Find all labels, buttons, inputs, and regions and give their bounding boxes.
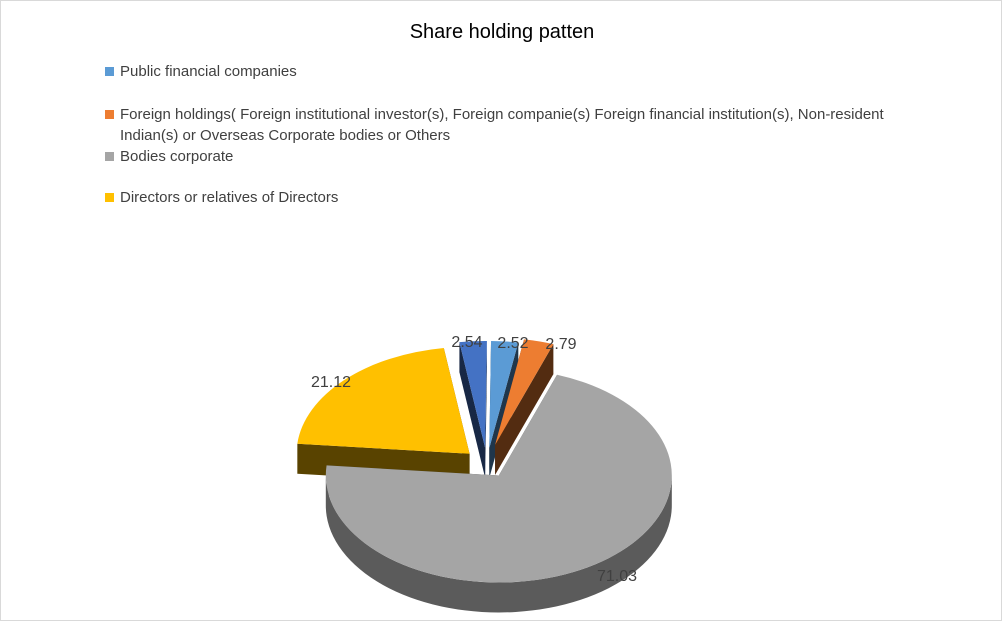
pie-slice-group xyxy=(325,374,672,613)
legend-label: Bodies corporate xyxy=(120,148,234,165)
pie-slice-group xyxy=(495,339,554,475)
pie-slice xyxy=(489,340,519,448)
legend-swatch xyxy=(105,152,114,161)
data-label: 21.12 xyxy=(311,374,351,391)
legend-swatch xyxy=(105,67,114,76)
legend-swatch xyxy=(105,110,114,119)
legend-item-foreign-holdings: Foreign holdings( Foreign institutional … xyxy=(105,104,915,146)
pie-slice xyxy=(495,339,554,445)
data-label: 2.52 xyxy=(497,335,528,352)
legend-item-directors: Directors or relatives of Directors xyxy=(105,187,915,208)
pie-slice xyxy=(325,374,672,583)
data-label: 71.03 xyxy=(597,568,637,585)
pie-slice-side xyxy=(325,475,672,613)
pie-slice-wall xyxy=(495,344,554,475)
legend-swatch xyxy=(105,193,114,202)
legend-item-public-financial-companies: Public financial companies xyxy=(105,61,915,82)
chart-title: Share holding patten xyxy=(409,21,595,43)
pie-slice-group xyxy=(459,340,487,478)
legend-item-bodies-corporate: Bodies corporate xyxy=(105,146,915,167)
data-label: 2.79 xyxy=(545,336,576,353)
legend-label: Public financial companies xyxy=(120,63,297,80)
pie-slice xyxy=(297,347,470,454)
legend-label: Directors or relatives of Directors xyxy=(120,189,339,206)
pie-slice-wall xyxy=(459,342,486,478)
pie-slice-wall xyxy=(485,340,487,478)
pie-slice-group xyxy=(297,347,470,484)
legend-label: Foreign holdings( Foreign institutional … xyxy=(120,106,884,144)
pie-slice xyxy=(459,340,487,448)
data-label: 2.54 xyxy=(451,334,482,351)
